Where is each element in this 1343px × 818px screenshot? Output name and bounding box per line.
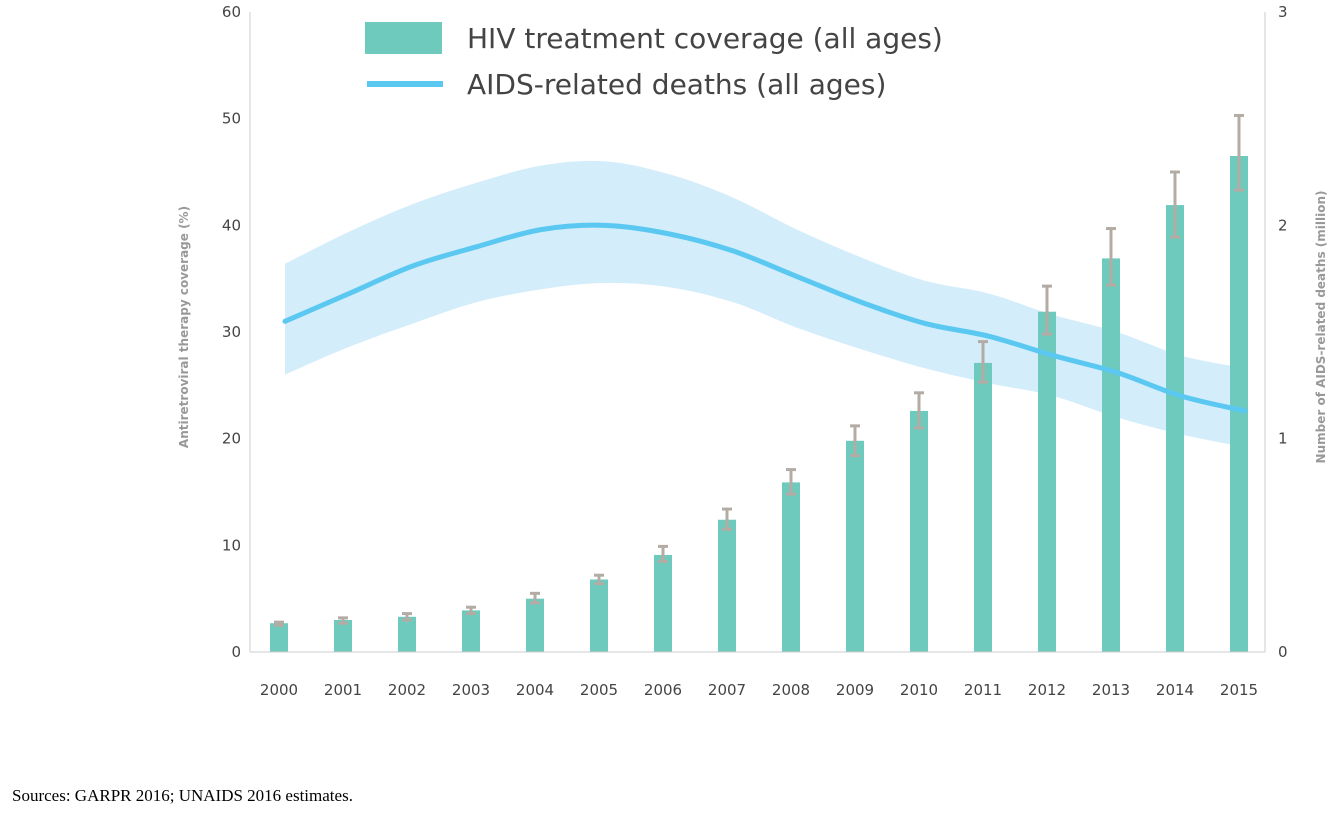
x-tick-label-2014: 2014 [1156, 681, 1194, 699]
coverage-error-bar-2012 [1042, 284, 1052, 336]
x-tick-label-2012: 2012 [1028, 681, 1066, 699]
coverage-bar-2011 [974, 362, 992, 652]
right-tick-label-3: 3 [1278, 3, 1288, 21]
x-tick-label-2006: 2006 [644, 681, 682, 699]
deaths-uncertainty-band [285, 160, 1245, 448]
coverage-bar-2015 [1230, 156, 1248, 652]
coverage-error-bar-2008 [786, 468, 796, 496]
left-tick-label-50: 50 [222, 110, 241, 128]
x-tick-label-2000: 2000 [260, 681, 298, 699]
left-tick-label-20: 20 [222, 430, 241, 448]
source-note: Sources: GARPR 2016; UNAIDS 2016 estimat… [12, 786, 353, 805]
left-tick-label-40: 40 [222, 216, 241, 234]
deaths-line-layer [282, 222, 1248, 414]
coverage-error-bar-2011 [978, 340, 988, 384]
coverage-error-bar-2006 [658, 544, 668, 563]
left-axis-title: Antiretroviral therapy coverage (%) [177, 206, 191, 448]
right-tick-label-2: 2 [1278, 216, 1288, 234]
coverage-bar-2008 [782, 482, 800, 652]
right-tick-label-1: 1 [1278, 430, 1288, 448]
legend-bar-label: HIV treatment coverage (all ages) [467, 22, 943, 55]
legend-bar-swatch [365, 22, 442, 54]
right-tick-label-0: 0 [1278, 643, 1288, 661]
right-axis-title: Number of AIDS-related deaths (million) [1314, 191, 1328, 464]
legend-line-label: AIDS-related deaths (all ages) [467, 68, 886, 101]
axes-layer: Antiretroviral therapy coverage (%) Numb… [177, 12, 1328, 653]
x-tick-label-2002: 2002 [388, 681, 426, 699]
coverage-bar-2004 [526, 598, 544, 652]
coverage-error-bar-2013 [1106, 227, 1116, 287]
coverage-bar-2000 [270, 623, 288, 652]
left-tick-label-0: 0 [231, 643, 241, 661]
coverage-error-bar-2010 [914, 391, 924, 430]
coverage-error-bar-2014 [1170, 170, 1180, 239]
x-tick-label-2007: 2007 [708, 681, 746, 699]
tick-labels-layer: 0 10 20 30 40 50 60 0 1 2 3 2000 2001 2002 2003 2004 200… [222, 3, 1288, 699]
x-tick-label-2009: 2009 [836, 681, 874, 699]
coverage-bar-2010 [910, 410, 928, 652]
coverage-bars-layer [270, 156, 1248, 653]
deaths-line [282, 222, 1248, 414]
deaths-uncertainty-band-layer [285, 160, 1245, 448]
coverage-error-bar-2005 [594, 573, 604, 586]
coverage-error-bar-2004 [530, 591, 540, 605]
coverage-error-bar-2007 [722, 507, 732, 531]
coverage-bar-2007 [718, 519, 736, 652]
coverage-bar-2005 [590, 579, 608, 652]
x-tick-label-2011: 2011 [964, 681, 1002, 699]
legend: HIV treatment coverage (all ages) AIDS-r… [365, 22, 943, 101]
coverage-error-bar-2009 [850, 424, 860, 458]
coverage-bar-2012 [1038, 311, 1056, 652]
coverage-bar-2013 [1102, 258, 1120, 652]
coverage-bar-2006 [654, 554, 672, 652]
x-tick-label-2001: 2001 [324, 681, 362, 699]
coverage-bar-2002 [398, 616, 416, 652]
coverage-bar-2001 [334, 620, 352, 652]
coverage-bar-2003 [462, 610, 480, 652]
coverage-bar-2014 [1166, 205, 1184, 653]
x-tick-label-2015: 2015 [1220, 681, 1258, 699]
x-tick-label-2013: 2013 [1092, 681, 1130, 699]
x-tick-label-2010: 2010 [900, 681, 938, 699]
chart: Antiretroviral therapy coverage (%) Numb… [177, 3, 1328, 699]
coverage-bar-2009 [846, 440, 864, 652]
coverage-error-bar-2001 [338, 616, 348, 625]
left-tick-label-30: 30 [222, 323, 241, 341]
left-tick-label-60: 60 [222, 3, 241, 21]
x-tick-label-2004: 2004 [516, 681, 554, 699]
coverage-error-bar-2002 [402, 612, 412, 622]
coverage-error-bars-layer [274, 113, 1244, 627]
coverage-error-bar-2000 [274, 620, 284, 627]
coverage-error-bar-2015 [1234, 113, 1244, 192]
x-tick-label-2008: 2008 [772, 681, 810, 699]
left-tick-label-10: 10 [222, 536, 241, 554]
x-tick-label-2005: 2005 [580, 681, 618, 699]
x-tick-label-2003: 2003 [452, 681, 490, 699]
coverage-error-bar-2003 [466, 605, 476, 616]
